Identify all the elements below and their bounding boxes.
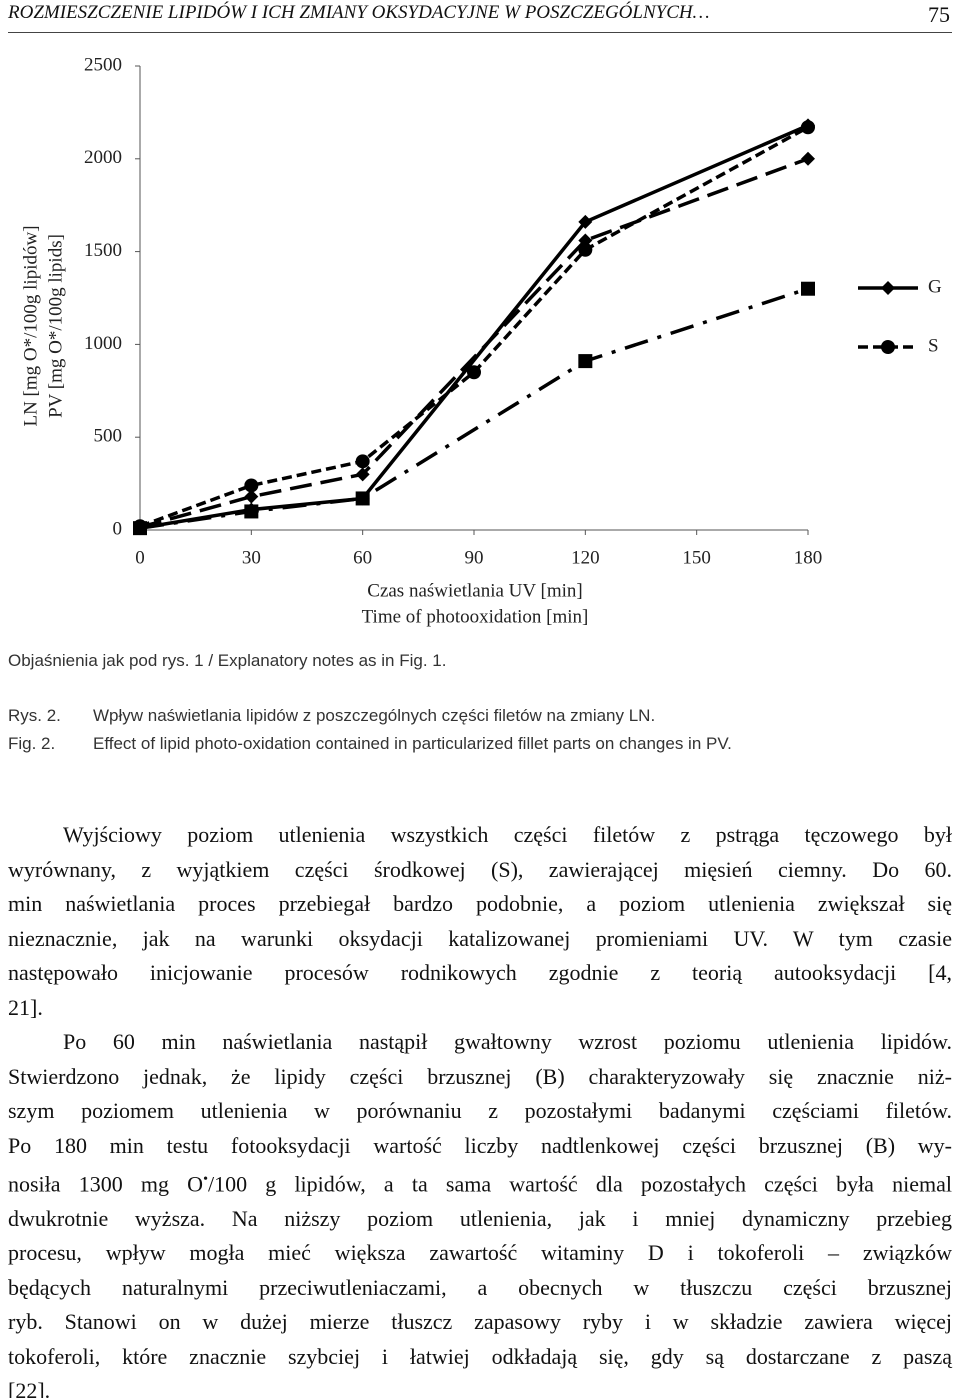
text-line: następowało inicjowanie procesów rodniko… [8, 960, 952, 985]
marker [244, 489, 259, 504]
series-line [139, 157, 809, 529]
text-line: Po 180 min testu fotooksydacji wartość l… [8, 1132, 952, 1158]
marker [801, 120, 815, 135]
y-axis-title: PV [mg O*/100g lipids] [45, 234, 66, 418]
series-line [139, 125, 809, 528]
x-tick-label: 30 [242, 547, 261, 568]
marker [467, 365, 481, 380]
marker [355, 491, 370, 506]
legend-label: G [928, 276, 942, 297]
y-tick-label: 0 [113, 518, 123, 539]
caption-text: Wpływ naświetlania lipidów z poszczególn… [93, 706, 656, 725]
page-number: 75 [928, 2, 950, 27]
text-line: nosiła 1300 mg O•/100 g lipidów, a ta sa… [8, 1163, 952, 1202]
series-line [139, 287, 809, 530]
x-tick-label: 120 [571, 547, 600, 568]
marker [881, 340, 895, 354]
text-line: 21]. [8, 994, 43, 1020]
marker [355, 454, 370, 469]
series-line [139, 123, 809, 530]
text-line: dwukrotnie wyższa. Na niższy poziom utle… [8, 1205, 952, 1231]
marker [801, 281, 815, 296]
chart: 0 500 1000 1500 2000 2500 0 30 60 90 120 150 180 Czas… [20, 54, 942, 627]
x-axis-title: Time of photooxidation [min] [362, 606, 589, 627]
marker [133, 521, 147, 536]
x-tick-label: 150 [682, 547, 711, 568]
text-line: wyrównany, z wyjątkiem części środkowej … [8, 856, 952, 882]
x-axis-title: Czas naświetlania UV [min] [367, 580, 582, 601]
marker [244, 478, 259, 493]
caption-label: Fig. 2. [8, 734, 56, 753]
text-line: ryb. Stanowi on w dużej mierze tłuszcz z… [8, 1309, 952, 1335]
running-header: ROZMIESZCZENIE LIPIDÓW I ICH ZMIANY OKSY… [8, 2, 952, 33]
marker [578, 214, 593, 229]
x-tick-label: 60 [353, 547, 372, 568]
x-tick-label: 90 [465, 547, 484, 568]
y-tick-label: 2000 [84, 147, 122, 168]
body-text: Wyjściowy poziom utlenienia wszystkich c… [8, 818, 952, 1398]
caption-label: Rys. 2. [8, 706, 61, 725]
y-tick-label: 500 [94, 426, 123, 447]
text-line: szym poziomem utlenienia w porównaniu z … [8, 1098, 952, 1123]
text-line: nieznacznie, jak na warunki oksydacji ka… [8, 925, 952, 951]
marker [578, 354, 593, 369]
text-run: • [203, 1172, 208, 1187]
text-line: procesu, wpływ mogła mieć większa zawart… [8, 1240, 952, 1266]
header-title: ROZMIESZCZENIE LIPIDÓW I ICH ZMIANY OKSY… [8, 2, 710, 23]
caption-text: Effect of lipid photo-oxidation containe… [93, 734, 732, 753]
text-line: tokoferoli, które znacznie szybciej i ła… [8, 1343, 952, 1369]
text-line: min naświetlania proces przebiegał bardz… [8, 891, 952, 916]
y-axis-title: LN [mg O*/100g lipidów] [20, 225, 41, 426]
y-tick-label: 1000 [84, 333, 122, 354]
marker [355, 467, 370, 482]
text-line: będących naturalnymi przeciwutleniaczami… [8, 1274, 952, 1300]
text-line: [22]. [8, 1378, 51, 1398]
marker [578, 233, 593, 248]
text-line: Po 60 min naświetlania nastąpił gwałtown… [63, 1029, 952, 1054]
x-tick-label: 180 [794, 547, 823, 568]
notes: Objaśnienia jak pod rys. 1 / Explanatory… [8, 651, 447, 670]
text-run: nosiła 1300 mg O [8, 1171, 204, 1197]
legend-label: S [928, 335, 939, 356]
x-tick-label: 0 [135, 547, 145, 568]
marker [244, 504, 259, 519]
text-line: Wyjściowy poziom utlenienia wszystkich c… [63, 822, 952, 847]
y-tick-label: 2500 [84, 54, 122, 75]
marker [881, 281, 895, 295]
y-tick-label: 1500 [84, 240, 122, 261]
text-run: /100 g lipidów, a ta sama wartość dla po… [207, 1171, 952, 1197]
marker [801, 151, 815, 166]
text-line: Stwierdzono jednak, że lipidy części brz… [8, 1063, 952, 1089]
